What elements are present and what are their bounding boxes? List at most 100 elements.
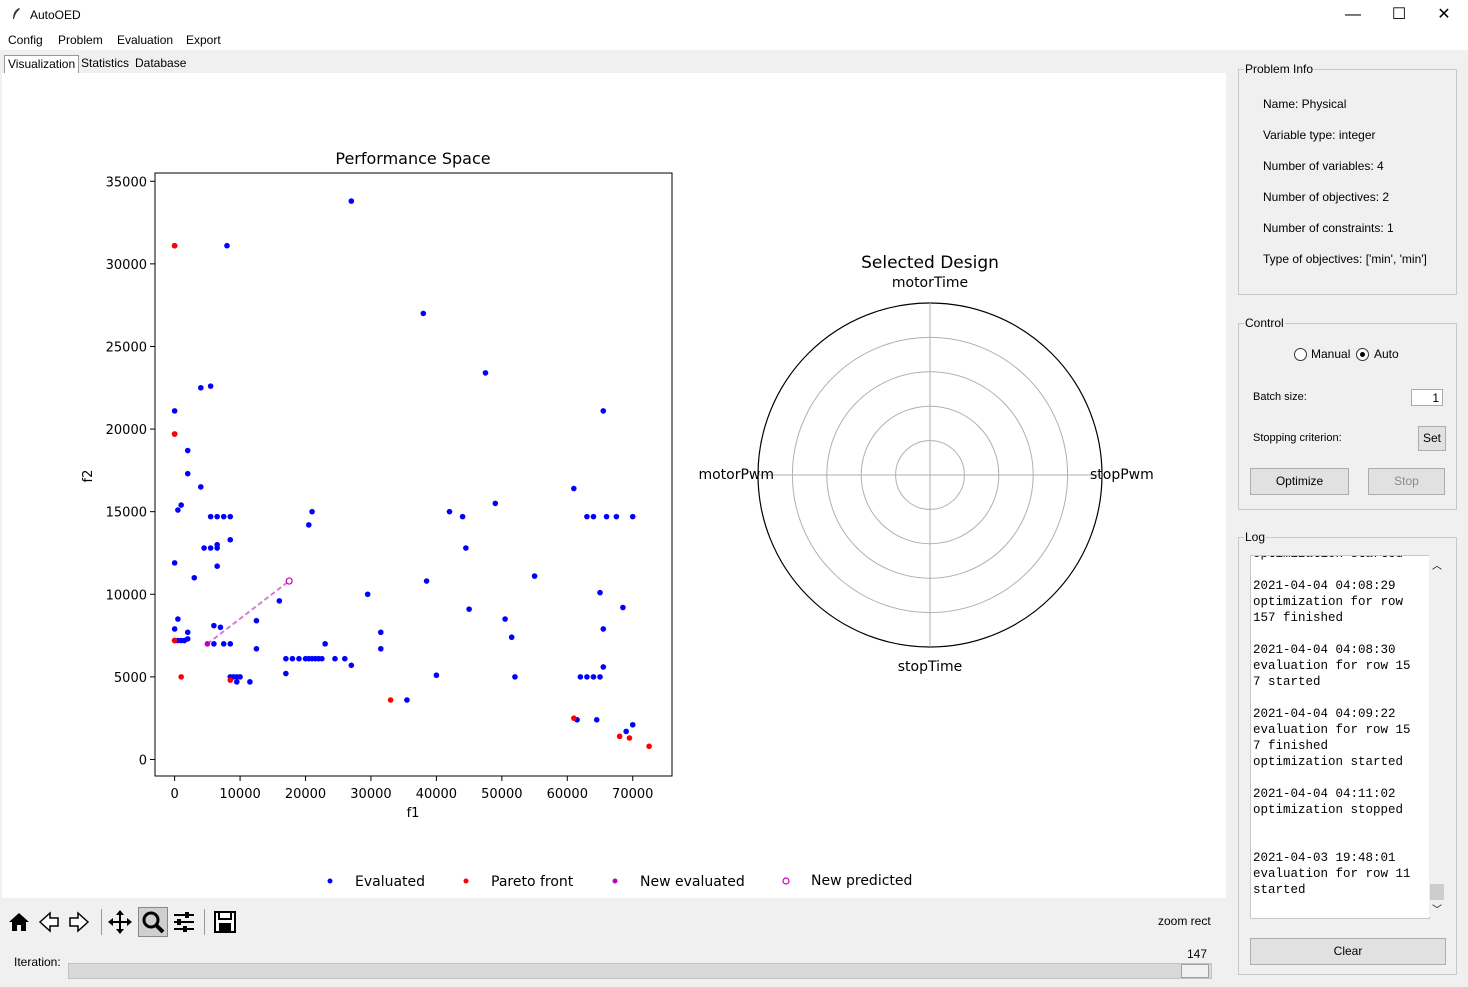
forward-button[interactable] [64, 907, 94, 937]
scatter-title: Performance Space [335, 149, 490, 168]
iteration-slider-thumb[interactable] [1181, 964, 1209, 978]
scatter-point-evaluated [224, 242, 230, 249]
scatter-point-evaluated [175, 507, 181, 513]
iteration-slider-track[interactable] [68, 963, 1212, 979]
scatter-point-evaluated [571, 485, 577, 492]
scatter-point-evaluated [590, 674, 597, 680]
scatter-point-evaluated [207, 513, 214, 520]
save-figure-button[interactable] [210, 907, 240, 937]
scatter-point-pareto-front [227, 677, 234, 683]
scatter-point-evaluated [227, 536, 234, 543]
scatter-point-evaluated [603, 513, 610, 520]
scatter-point-evaluated [175, 616, 181, 622]
scatter-axes-frame [154, 172, 673, 777]
scatter-point-evaluated [276, 598, 283, 604]
log-textbox[interactable]: optimization started 2021-04-04 04:08:29… [1250, 555, 1430, 919]
log-scrollbar[interactable]: ︿ ﹀ [1429, 555, 1445, 917]
scatter-point-evaluated [171, 626, 178, 632]
scatter-point-evaluated [296, 655, 302, 662]
home-button[interactable] [4, 907, 34, 937]
magnifier-icon [142, 911, 165, 934]
scatter-point-evaluated [220, 513, 227, 520]
scatter-point-pareto-front [171, 431, 178, 437]
scatter-point-evaluated [433, 672, 440, 679]
scatter-point-evaluated [423, 578, 430, 584]
scatter-point-evaluated [502, 616, 508, 622]
iteration-label: Iteration: [14, 955, 61, 969]
scatter-point-evaluated [184, 447, 191, 454]
log-title: Log [1244, 530, 1267, 544]
scatter-point-pareto-front [626, 735, 633, 741]
back-button[interactable] [34, 907, 64, 937]
scatter-point-evaluated [227, 641, 234, 647]
legend-evaluated: Evaluated [355, 874, 425, 890]
optimize-button[interactable]: Optimize [1250, 468, 1349, 495]
manual-label: Manual [1311, 347, 1351, 361]
scatter-point-evaluated [420, 310, 427, 317]
scatter-point-evaluated [590, 513, 597, 520]
scatter-point-evaluated [577, 674, 584, 680]
menu-config[interactable]: Config [8, 33, 43, 47]
configure-subplots-button[interactable] [169, 907, 199, 937]
iteration-value: 147 [1187, 947, 1208, 961]
scatter-point-evaluated [377, 645, 384, 652]
scatter-point-evaluated [214, 513, 220, 520]
iteration-slider-fill [69, 964, 1181, 978]
scroll-down-icon[interactable]: ﹀ [1432, 905, 1442, 916]
scatter-point-evaluated [620, 604, 626, 611]
minimize-button[interactable]: — [1345, 6, 1361, 23]
scatter-point-evaluated [305, 522, 312, 528]
scatter-point-evaluated [584, 513, 590, 520]
info-name: Name: Physical [1263, 97, 1347, 111]
control-panel: Control Manual Auto Batch size: 1 Stoppi… [1238, 316, 1457, 510]
legend-new-predicted: New predicted [811, 873, 912, 889]
scatter-point-pareto-front [646, 743, 652, 750]
x-tick-label: 70000 [612, 787, 653, 802]
title-bar: AutoOED — ☐ ✕ [0, 0, 1468, 30]
scatter-point-evaluated [322, 641, 328, 647]
scatter-point-evaluated [178, 502, 184, 508]
maximize-button[interactable]: ☐ [1391, 6, 1407, 23]
manual-radio[interactable] [1294, 348, 1307, 361]
scatter-point-evaluated [600, 664, 607, 670]
scatter-point-evaluated [446, 508, 453, 515]
scatter-point-evaluated [584, 674, 590, 680]
tab-visualization[interactable]: Visualization [4, 55, 80, 73]
auto-radio[interactable] [1356, 348, 1369, 361]
radar-title: Selected Design [861, 253, 999, 273]
set-button[interactable]: Set [1418, 426, 1446, 451]
info-objective-types: Type of objectives: ['min', 'min'] [1263, 252, 1427, 266]
close-button[interactable]: ✕ [1437, 6, 1451, 23]
scatter-point-evaluated [171, 560, 178, 566]
legend-marker-pareto [463, 878, 469, 884]
floppy-disk-icon [214, 911, 236, 933]
scatter-point-new-evaluated [204, 641, 211, 647]
clear-log-button[interactable]: Clear [1250, 938, 1446, 965]
tab-statistics[interactable]: Statistics [81, 56, 130, 70]
zoom-button[interactable] [138, 907, 168, 937]
scatter-point-pareto-front [171, 242, 178, 249]
scatter-point-evaluated [629, 513, 636, 520]
menu-evaluation[interactable]: Evaluation [117, 33, 174, 47]
batch-size-input[interactable]: 1 [1411, 389, 1443, 406]
problem-info-title: Problem Info [1244, 62, 1315, 76]
tab-database[interactable]: Database [135, 56, 187, 70]
menu-problem[interactable]: Problem [58, 33, 103, 47]
control-title: Control [1244, 316, 1285, 330]
scatter-point-evaluated [593, 717, 600, 723]
x-tick-label: 40000 [416, 787, 457, 802]
y-tick-label: 0 [139, 753, 147, 768]
radar-grid [757, 302, 1103, 648]
scatter-point-evaluated [211, 622, 217, 629]
log-content: optimization started 2021-04-04 04:08:29… [1253, 556, 1411, 897]
scroll-up-icon[interactable]: ︿ [1432, 561, 1442, 572]
toolbar-message: zoom rect [1158, 914, 1211, 928]
stop-button[interactable]: Stop [1368, 468, 1445, 495]
scatter-point-evaluated [309, 508, 315, 515]
log-scrollbar-thumb[interactable] [1430, 884, 1444, 900]
menu-export[interactable]: Export [186, 33, 221, 47]
pan-button[interactable] [105, 907, 135, 937]
x-tick-label: 10000 [219, 787, 260, 802]
scatter-point-pareto-front [616, 733, 623, 740]
scatter-point-evaluated [332, 655, 338, 662]
